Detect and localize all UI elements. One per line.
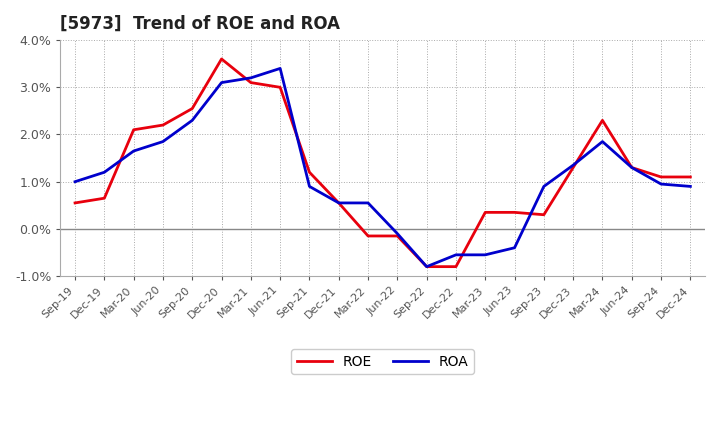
ROA xyxy=(71,179,79,184)
Text: [5973]  Trend of ROE and ROA: [5973] Trend of ROE and ROA xyxy=(60,15,341,33)
ROE xyxy=(246,80,255,85)
ROA xyxy=(686,184,695,189)
ROA xyxy=(188,118,197,123)
ROE xyxy=(217,56,226,62)
ROA xyxy=(539,184,548,189)
ROA xyxy=(217,80,226,85)
ROE xyxy=(686,174,695,180)
ROA xyxy=(510,245,519,250)
ROE xyxy=(188,106,197,111)
ROE xyxy=(481,210,490,215)
ROA xyxy=(481,252,490,257)
ROE xyxy=(158,122,167,128)
ROA xyxy=(100,169,109,175)
Line: ROA: ROA xyxy=(75,69,690,267)
ROE xyxy=(569,165,577,170)
ROE xyxy=(276,84,284,90)
ROA xyxy=(246,75,255,81)
ROA xyxy=(364,200,372,205)
ROE xyxy=(627,165,636,170)
ROA xyxy=(334,200,343,205)
ROE xyxy=(451,264,460,269)
ROE xyxy=(510,210,519,215)
ROE xyxy=(130,127,138,132)
ROE xyxy=(539,212,548,217)
ROA xyxy=(158,139,167,144)
ROA xyxy=(598,139,607,144)
Legend: ROE, ROA: ROE, ROA xyxy=(292,349,474,374)
ROE xyxy=(334,200,343,205)
ROA xyxy=(423,264,431,269)
ROE xyxy=(393,233,402,238)
ROA xyxy=(627,165,636,170)
ROE xyxy=(305,169,314,175)
ROA xyxy=(393,231,402,236)
ROE xyxy=(364,233,372,238)
ROA xyxy=(276,66,284,71)
ROA xyxy=(130,148,138,154)
ROE xyxy=(423,264,431,269)
ROA xyxy=(569,162,577,168)
ROA xyxy=(451,252,460,257)
ROE xyxy=(657,174,665,180)
ROE xyxy=(100,195,109,201)
ROA xyxy=(305,184,314,189)
ROA xyxy=(657,181,665,187)
ROE xyxy=(71,200,79,205)
ROE xyxy=(598,118,607,123)
Line: ROE: ROE xyxy=(75,59,690,267)
